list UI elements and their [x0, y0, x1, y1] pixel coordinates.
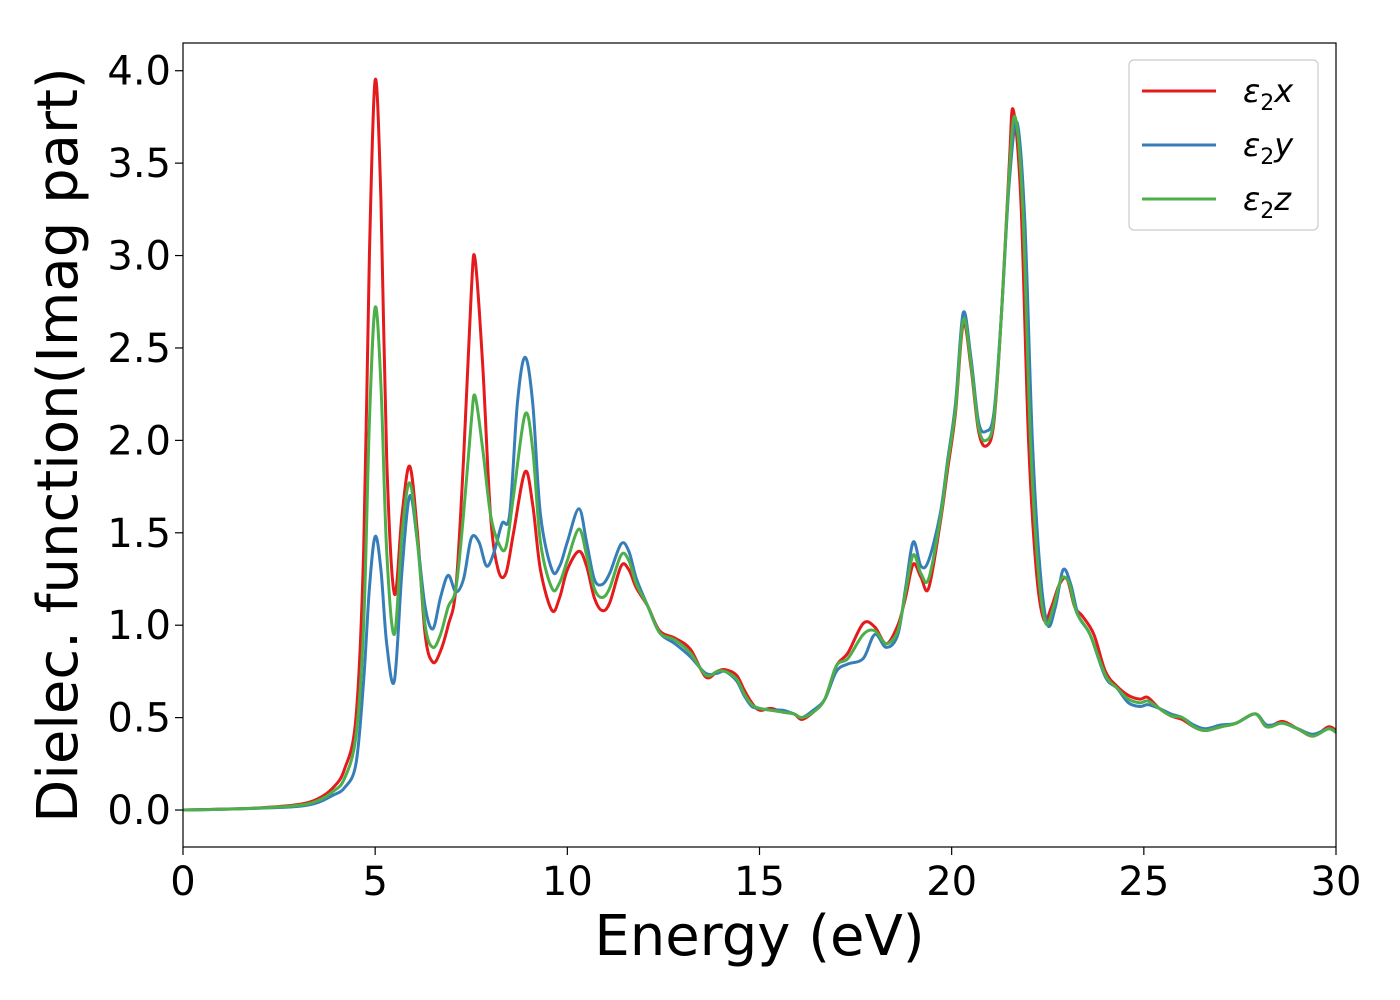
x-tick-label: 20 — [926, 859, 977, 905]
y-tick-label: 2.0 — [107, 418, 171, 464]
legend-label-x: ε2x — [1243, 72, 1294, 116]
x-tick-label: 0 — [170, 859, 195, 905]
y-tick-label: 1.0 — [107, 603, 171, 649]
y-tick-label: 4.0 — [107, 49, 171, 95]
legend-label-z: ε2z — [1243, 180, 1292, 224]
x-tick-label: 30 — [1311, 859, 1362, 905]
x-tick-label: 15 — [734, 859, 785, 905]
x-tick-label: 25 — [1118, 859, 1169, 905]
y-tick-label: 0.0 — [107, 788, 171, 834]
y-tick-label: 0.5 — [107, 696, 171, 742]
x-tick-label: 5 — [362, 859, 387, 905]
y-axis-title: Dielec. function(Imag part) — [26, 67, 91, 823]
series-layer — [183, 77, 1336, 812]
y-tick-label: 3.0 — [107, 234, 171, 280]
x-tick-label: 10 — [542, 859, 593, 905]
legend-box — [1128, 59, 1319, 231]
y-tick-label: 3.5 — [107, 141, 171, 187]
y-tick-label: 1.5 — [107, 511, 171, 557]
y-tick-label: 2.5 — [107, 326, 171, 372]
ticks-layer: 0 5 10 15 20 25 30 0.0 0.5 1.0 1.5 2.0 2.5 3.0 3.5 4.0 — [107, 49, 1361, 905]
legend: ε2x ε2y ε2z — [1128, 59, 1319, 231]
legend-label-y: ε2y — [1243, 126, 1294, 170]
x-axis-title: Energy (eV) — [594, 904, 924, 969]
series-line-z — [183, 114, 1336, 812]
